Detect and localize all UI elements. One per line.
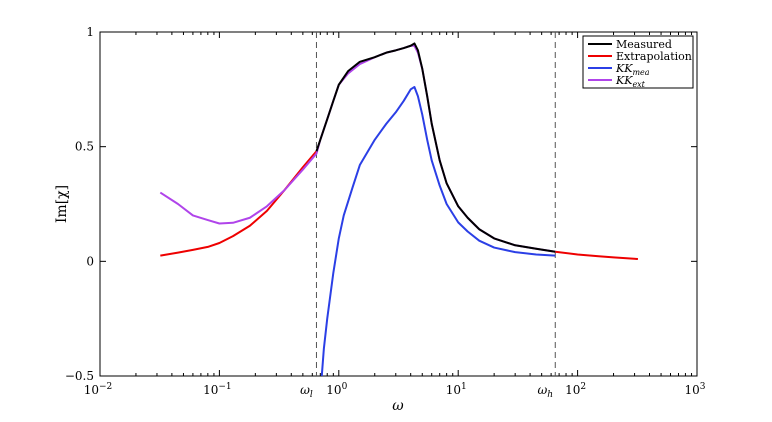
y-tick-label: 0 [86,254,94,268]
reference-line-label: ωl [300,383,313,400]
reference-line-label: ωh [537,383,553,400]
y-tick-label: −0.5 [65,369,94,383]
series-line-extrapolation [555,250,638,261]
x-tick-label: 10−1 [203,382,232,397]
legend-entry: Extrapolation [616,50,692,63]
y-axis-ticks: −0.5 0 0.5 1 [65,25,697,383]
legend-entry: KKmea [615,62,650,77]
legend-entry: Measured [616,38,672,51]
legend-entry: KKext [615,74,646,89]
series-line-measured [315,42,556,253]
x-axis-ticks: 10−2 10−1 100 101 102 103 [84,32,706,397]
x-axis-label: ω [392,398,404,414]
plot-area-frame [99,31,698,377]
x-tick-label: 100 [326,382,347,397]
x-tick-label: 103 [684,382,705,397]
x-tick-label: 101 [446,382,467,397]
x-tick-label: 102 [565,382,586,397]
y-tick-label: 1 [86,25,94,39]
y-axis-label: Im[χ] [54,185,70,223]
y-tick-label: 0.5 [75,140,94,154]
data-series [159,42,638,377]
series-line-kk-mea [320,86,556,377]
x-tick-label: 10−2 [84,382,113,397]
reference-lines: ωl ωh [300,32,556,400]
